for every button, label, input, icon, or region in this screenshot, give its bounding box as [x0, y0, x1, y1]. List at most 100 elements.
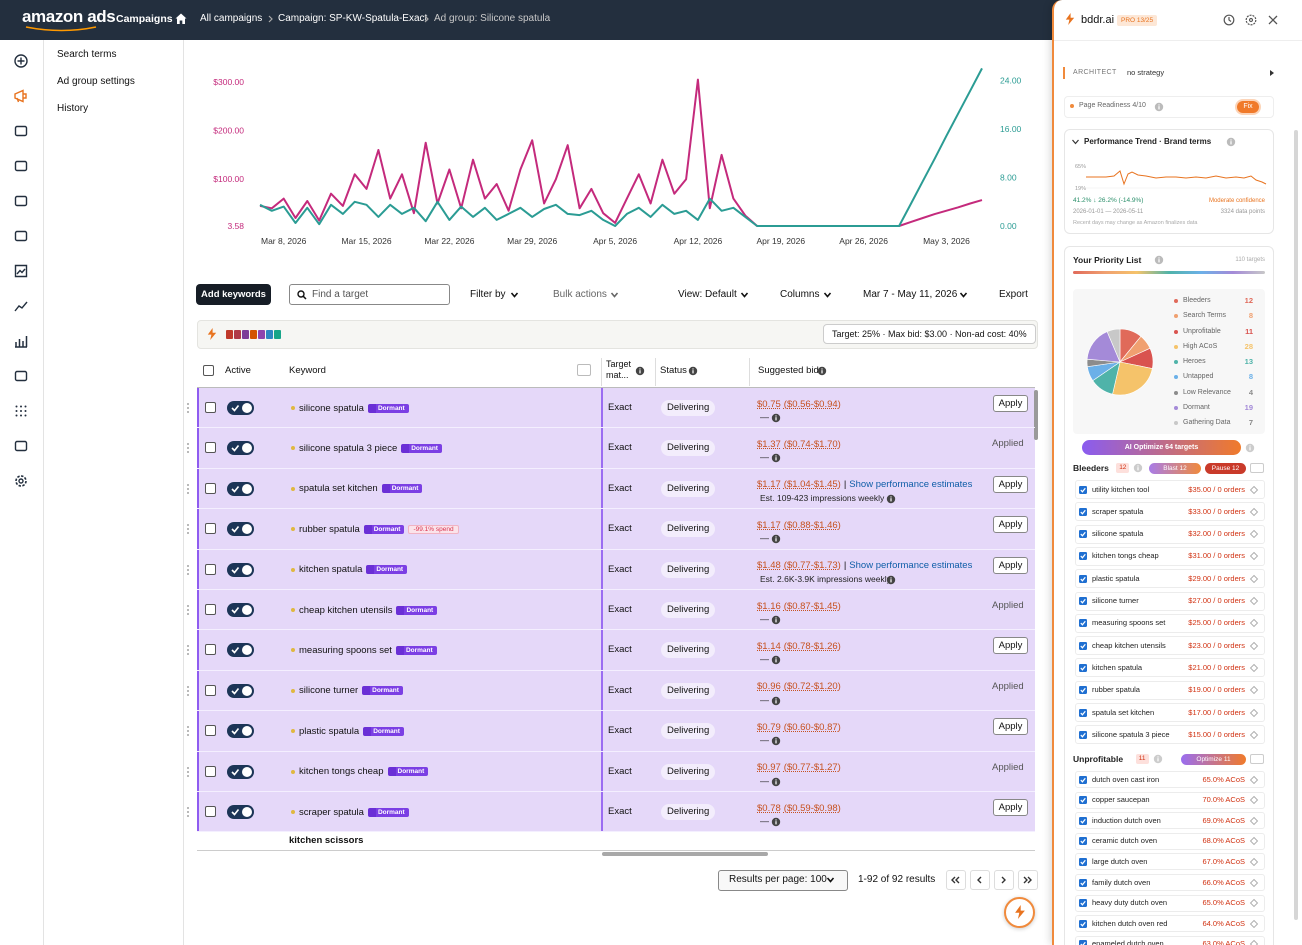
performance-estimates-link[interactable]: Show performance estimates: [849, 560, 973, 572]
drag-handle[interactable]: [186, 766, 190, 778]
item-action[interactable]: [1249, 574, 1259, 583]
keyword-text[interactable]: spatula set kitchen: [299, 483, 378, 495]
rail-icon[interactable]: [14, 89, 28, 103]
optimize-button[interactable]: Optimize 11: [1181, 754, 1246, 765]
info-icon[interactable]: [1154, 255, 1164, 265]
target-item[interactable]: [1075, 703, 1265, 722]
target-item[interactable]: [1075, 812, 1265, 830]
breadcrumb[interactable]: Campaign: SP-KW-Spatula-Exact: [278, 13, 428, 24]
toolbar-filter[interactable]: Filter by: [470, 289, 506, 300]
target-item[interactable]: [1075, 935, 1265, 945]
drag-handle[interactable]: [186, 403, 190, 414]
performance-estimates-link[interactable]: Show performance estimates: [849, 479, 973, 491]
keyword-text[interactable]: kitchen spatula: [299, 564, 363, 576]
add-keywords-button[interactable]: Add keywords: [196, 284, 271, 305]
active-toggle[interactable]: [227, 481, 254, 496]
item-checkbox[interactable]: [1079, 686, 1087, 695]
apply-button[interactable]: Apply: [993, 516, 1028, 534]
per-page-select[interactable]: [718, 870, 848, 891]
item-action[interactable]: [1249, 837, 1259, 846]
info-icon[interactable]: [771, 615, 781, 625]
item-action[interactable]: [1249, 641, 1259, 650]
drag-handle[interactable]: [186, 564, 190, 576]
rail-icon[interactable]: [14, 229, 28, 243]
bid-value[interactable]: $1.17: [757, 479, 781, 491]
blast-button[interactable]: Blast 12: [1149, 463, 1201, 474]
column-header[interactable]: Active: [225, 365, 251, 376]
toolbar-export[interactable]: Export: [999, 289, 1028, 300]
rail-icon[interactable]: [14, 439, 28, 453]
rail-icon[interactable]: [14, 369, 28, 383]
brand-logo[interactable]: amazon ads: [22, 7, 116, 26]
history-icon[interactable]: [1223, 14, 1235, 26]
target-item[interactable]: [1075, 480, 1265, 499]
column-resize-toggle[interactable]: [577, 364, 591, 376]
info-icon[interactable]: [771, 655, 781, 665]
rail-icon[interactable]: [14, 334, 28, 348]
item-action[interactable]: [1249, 857, 1259, 867]
item-checkbox[interactable]: [1079, 878, 1087, 887]
bid-value[interactable]: $0.79: [757, 721, 781, 733]
search-input[interactable]: [289, 284, 450, 305]
item-action[interactable]: [1249, 919, 1259, 928]
item-action[interactable]: [1249, 795, 1259, 805]
item-checkbox[interactable]: [1079, 552, 1087, 561]
item-action[interactable]: [1249, 878, 1259, 887]
item-checkbox[interactable]: [1079, 837, 1087, 846]
row-checkbox[interactable]: [205, 482, 216, 494]
item-action[interactable]: [1249, 775, 1259, 784]
row-checkbox[interactable]: [205, 684, 216, 696]
expand-arrow[interactable]: [1270, 70, 1275, 76]
target-item[interactable]: [1075, 546, 1265, 566]
info-icon[interactable]: [688, 366, 698, 376]
item-action[interactable]: [1249, 619, 1259, 628]
item-action[interactable]: [1249, 485, 1259, 494]
item-checkbox[interactable]: [1079, 775, 1087, 784]
active-toggle[interactable]: [227, 683, 254, 698]
drag-handle[interactable]: [186, 726, 190, 737]
drag-handle[interactable]: [186, 524, 190, 535]
item-action[interactable]: [1249, 730, 1259, 739]
keyword-text[interactable]: cheap kitchen utensils: [299, 604, 393, 616]
info-icon[interactable]: [771, 413, 781, 423]
bid-value[interactable]: $0.96: [757, 681, 781, 693]
keyword-text[interactable]: silicone spatula 3 piece: [299, 442, 398, 454]
apply-button[interactable]: Apply: [993, 475, 1028, 493]
row-checkbox[interactable]: [205, 402, 216, 413]
item-checkbox[interactable]: [1079, 574, 1087, 583]
side-nav-link[interactable]: History: [57, 103, 89, 114]
info-icon[interactable]: [1153, 754, 1163, 764]
column-header[interactable]: Target mat...: [606, 359, 632, 380]
info-icon[interactable]: [1226, 137, 1236, 147]
keyword-text[interactable]: kitchen tongs cheap: [299, 766, 384, 778]
trend-title[interactable]: Performance Trend · Brand terms: [1084, 137, 1212, 146]
item-action[interactable]: [1249, 898, 1259, 908]
architect-value[interactable]: no strategy: [1127, 68, 1165, 77]
target-item[interactable]: [1075, 791, 1265, 809]
column-header[interactable]: Keyword: [289, 365, 326, 376]
info-icon[interactable]: [635, 366, 645, 376]
drag-handle[interactable]: [186, 807, 190, 818]
info-icon[interactable]: [771, 534, 781, 544]
apply-button[interactable]: Apply: [993, 556, 1028, 574]
item-checkbox[interactable]: [1079, 919, 1087, 928]
rail-icon[interactable]: [14, 474, 28, 488]
item-checkbox[interactable]: [1079, 530, 1087, 539]
bid-value[interactable]: $1.14: [757, 640, 781, 652]
toolbar-view[interactable]: View: Default: [678, 289, 737, 300]
rail-icon[interactable]: [14, 404, 28, 418]
column-header[interactable]: Status: [660, 365, 687, 376]
target-item[interactable]: [1075, 771, 1265, 788]
keyword-text[interactable]: scraper spatula: [299, 806, 364, 818]
item-checkbox[interactable]: [1079, 641, 1087, 650]
toolbar-columns[interactable]: Columns: [780, 289, 820, 300]
item-checkbox[interactable]: [1079, 816, 1087, 825]
item-action[interactable]: [1249, 507, 1259, 516]
bid-value[interactable]: $0.97: [757, 762, 781, 774]
info-icon[interactable]: [771, 696, 781, 706]
fix-button[interactable]: Fix: [1237, 101, 1259, 113]
target-item[interactable]: [1075, 613, 1265, 633]
rail-icon[interactable]: [14, 194, 28, 208]
item-action[interactable]: [1249, 708, 1259, 717]
row-checkbox[interactable]: [205, 644, 216, 656]
